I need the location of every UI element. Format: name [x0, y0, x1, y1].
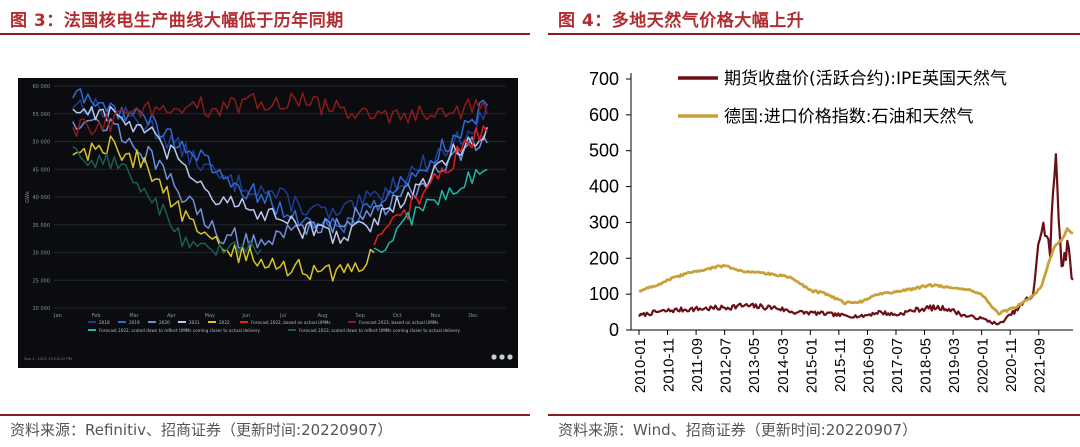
- x-tick-label: 2010-01: [632, 338, 649, 393]
- x-tick-label: Sep: [355, 313, 364, 319]
- x-tick-label: 2020-11: [1003, 338, 1020, 392]
- x-tick-label: Oct: [393, 313, 402, 319]
- x-tick-label: Aug: [318, 313, 328, 319]
- figure-3-top-rule: [0, 33, 530, 35]
- legend-label: 2018: [99, 320, 110, 325]
- download-icon: [507, 354, 513, 360]
- y-tick-label: 100: [589, 284, 619, 304]
- y-tick-label: 40 000: [33, 195, 51, 201]
- chart-footer-timestamp: Sep 1, 2022 15:04:22 PM: [24, 356, 72, 361]
- x-tick-label: Feb: [92, 313, 101, 319]
- y-tick-label: 30 000: [33, 251, 51, 257]
- legend-item-forecast-2022-scaled-down-to-reflect-umms-coming-closer-to-actual-delivery: Forecast 2022, scaled down to reflect UM…: [88, 328, 260, 333]
- camera-icon: [491, 354, 497, 360]
- series-line-2020: [72, 117, 488, 250]
- x-tick-label: 2011-09: [689, 338, 706, 392]
- legend-item-2021: 2021: [178, 320, 200, 325]
- figure-4-bottom-rule: [548, 414, 1080, 416]
- y-tick-label: 300: [589, 212, 619, 232]
- figure-3-chart: 20 000 25 000 30 000 35 000 40 000 45 000 50 0…: [18, 78, 518, 368]
- legend-label: Forecast 2022, scaled down to reflect UM…: [99, 328, 260, 333]
- figure-4-source: 资料来源：Wind、招商证券（更新时间:20220907）: [558, 421, 918, 439]
- x-tick-label: Apr: [167, 313, 177, 319]
- x-tick-label: 2013-05: [746, 338, 763, 393]
- x-tick-label: 2018-05: [918, 338, 935, 393]
- series-line-ipe-uk-gas-futures: [638, 153, 1074, 326]
- legend-item-forecast-2022-based-on-actual-umms: Forecast 2022, based on actual UMMs: [240, 320, 331, 325]
- legend-label: Forecast 2023, based on actual UMMs: [359, 320, 439, 325]
- series-line-2022: [72, 135, 375, 282]
- y-tick-label: 200: [589, 248, 619, 268]
- series-line-forecast-2023-based-on-actual-umms: [72, 92, 488, 138]
- y-tick-label: 700: [589, 69, 619, 89]
- legend-item-forecast-2023-scaled-down-to-reflect-umms-coming-closer-to-actual-delivery: Forecast 2023, scaled down to reflect UM…: [288, 328, 460, 333]
- y-tick-label: 20 000: [33, 306, 51, 312]
- y-tick-label: 50 000: [33, 140, 51, 146]
- y-tick-label: 35 000: [33, 223, 51, 229]
- legend-label: 期货收盘价(活跃合约):IPE英国天然气: [724, 69, 1007, 89]
- legend-label: 2020: [159, 320, 170, 325]
- x-tick-label: Dec: [468, 313, 478, 319]
- y-axis-label: GWe: [25, 191, 31, 203]
- legend-label: 德国:进口价格指数:石油和天然气: [724, 107, 973, 127]
- figure-4-chart: 0 100 200 300 400 500 600 700 2010-01 2010-11 2011…: [589, 69, 1074, 393]
- x-tick-label: 2019-03: [946, 338, 963, 393]
- legend-label: 2021: [189, 320, 200, 325]
- figure-3-panel: 图 3：法国核电生产曲线大幅低于历年同期 20 000 25 000 30 000 3…: [0, 0, 530, 447]
- figure-4-top-rule: [548, 33, 1080, 35]
- x-tick-label: 2015-01: [803, 338, 820, 393]
- y-tick-label: 500: [589, 141, 619, 161]
- figure-3-title: 图 3：法国核电生产曲线大幅低于历年同期: [10, 11, 344, 31]
- y-tick-label: 60 000: [33, 84, 51, 90]
- x-tick-label: Jul: [279, 313, 286, 319]
- y-tick-label: 25 000: [33, 278, 51, 284]
- x-tick-label: 2014-03: [775, 338, 792, 393]
- figure-3-bottom-rule: [0, 414, 530, 416]
- share-icon: [499, 354, 505, 360]
- y-tick-label: 55 000: [33, 112, 51, 118]
- series-line-forecast-2023-scaled-down-to-reflect-umms-coming-closer-to-actual-delivery: [72, 146, 262, 256]
- series-line-forecast-2022-scaled-down-to-reflect-umms-coming-closer-to-actual-delivery: [373, 168, 488, 253]
- series-line-germany-oil-gas-import-index: [638, 227, 1074, 316]
- x-tick-label: Jan: [53, 313, 62, 319]
- y-tick-label: 0: [609, 320, 619, 340]
- legend-item-forecast-2023-based-on-actual-umms: Forecast 2023, based on actual UMMs: [348, 320, 439, 325]
- legend-item-2018: 2018: [88, 320, 110, 325]
- x-tick-label: Mar: [129, 313, 139, 319]
- legend-item-2020: 2020: [148, 320, 170, 325]
- x-tick-label: 2010-11: [661, 338, 678, 392]
- legend-label: Forecast 2022, based on actual UMMs: [251, 320, 331, 325]
- series-line-forecast-2022-based-on-actual-umms: [373, 125, 488, 246]
- x-tick-label: 2016-09: [860, 338, 877, 393]
- figure-3-source: 资料来源：Refinitiv、招商证券（更新时间:20220907）: [10, 421, 393, 439]
- legend-item-2022: 2022: [208, 320, 230, 325]
- y-tick-label: 45 000: [33, 167, 51, 173]
- figure-4-panel: 图 4：多地天然气价格大幅上升 0 100 200 300 400 500 600 700 20…: [548, 0, 1080, 447]
- legend-item-2019: 2019: [118, 320, 140, 325]
- x-tick-label: 2020-01: [975, 338, 992, 393]
- x-tick-label: Nov: [431, 313, 441, 319]
- legend-label: Forecast 2023, scaled down to reflect UM…: [299, 328, 460, 333]
- legend-item-ipe-uk-gas-futures: 期货收盘价(活跃合约):IPE英国天然气: [678, 69, 1007, 89]
- series-line-2021: [72, 105, 488, 245]
- figure-4-title: 图 4：多地天然气价格大幅上升: [558, 11, 805, 31]
- x-tick-label: 2015-11: [832, 338, 849, 392]
- x-tick-label: 2012-07: [718, 338, 735, 393]
- x-tick-label: May: [205, 313, 215, 319]
- legend-label: 2022: [219, 320, 230, 325]
- legend-label: 2019: [129, 320, 140, 325]
- y-tick-label: 600: [589, 105, 619, 125]
- x-tick-label: 2017-07: [889, 338, 906, 393]
- y-tick-label: 400: [589, 177, 619, 197]
- x-tick-label: 2021-09: [1032, 338, 1049, 393]
- x-tick-label: Jun: [241, 313, 250, 319]
- legend-item-germany-oil-gas-import-index: 德国:进口价格指数:石油和天然气: [678, 107, 973, 127]
